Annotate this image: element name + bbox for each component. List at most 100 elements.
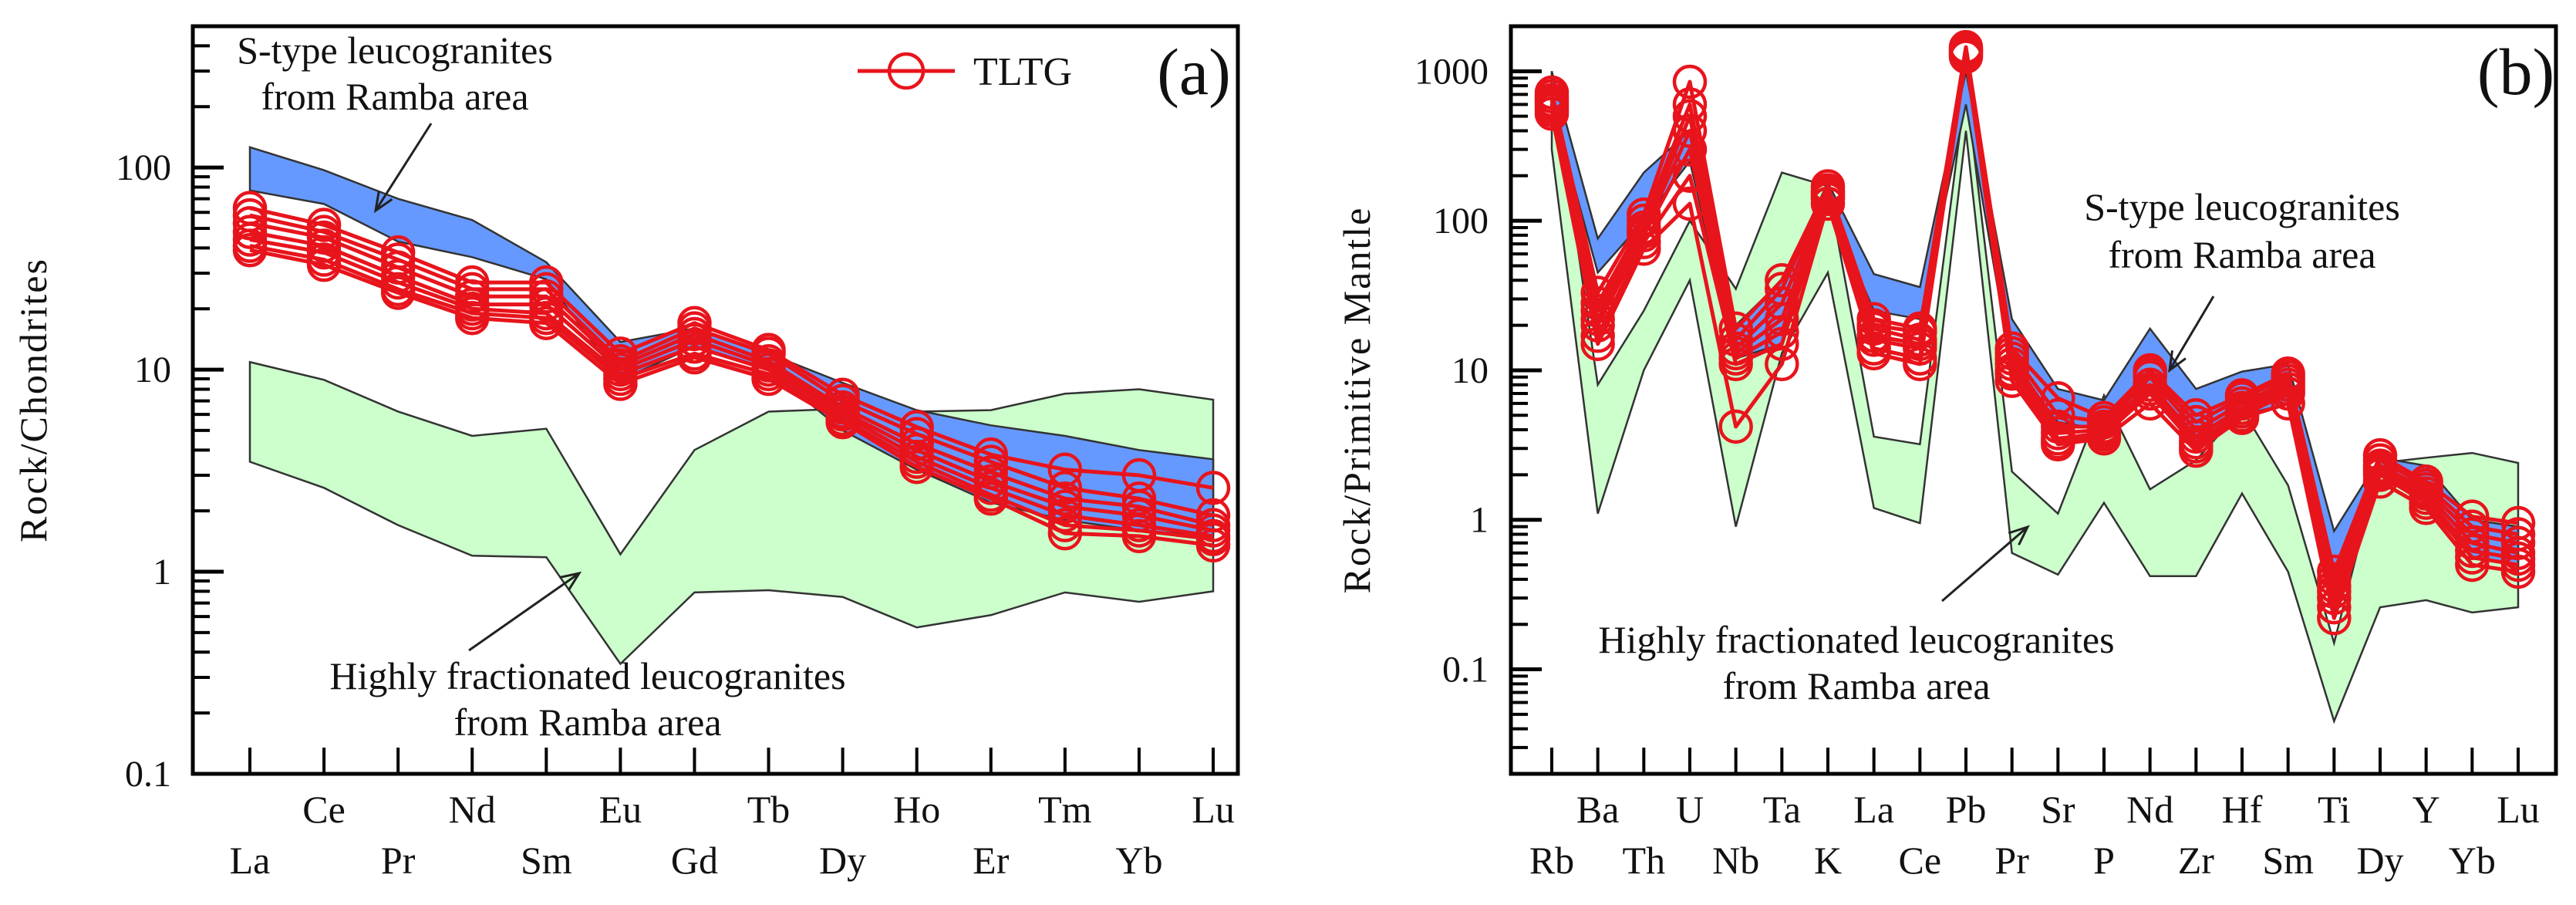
tltg-data-point bbox=[603, 366, 638, 401]
plot-frame bbox=[1509, 24, 2558, 776]
tltg-data-point bbox=[1672, 113, 1708, 148]
legend-marker-icon bbox=[887, 52, 926, 90]
y-tick-label: 1 bbox=[153, 552, 171, 593]
tltg-data-point bbox=[1047, 515, 1083, 551]
x-tick-label: Eu bbox=[599, 788, 642, 831]
x-tick-label: Yb bbox=[1115, 839, 1162, 882]
tltg-data-point bbox=[973, 481, 1009, 516]
tltg-series-group bbox=[232, 191, 1231, 563]
highly-fractionated-band bbox=[1550, 71, 2520, 724]
annotation-text: S-type leucogranites bbox=[237, 29, 553, 72]
x-tick-label: Dy bbox=[819, 839, 866, 882]
tltg-data-point bbox=[1672, 158, 1708, 194]
x-tick-label: Ba bbox=[1576, 788, 1620, 831]
x-tick-label: Y bbox=[2412, 788, 2440, 831]
tltg-data-point bbox=[1856, 336, 1891, 371]
tltg-data-point bbox=[529, 306, 564, 340]
tltg-data-point bbox=[1580, 319, 1615, 353]
arrow-head-icon bbox=[373, 191, 393, 214]
panel-label: (b) bbox=[2477, 35, 2554, 109]
tltg-data-point bbox=[1534, 96, 1570, 131]
tltg-data-point bbox=[2271, 386, 2305, 421]
tltg-data-point bbox=[1765, 302, 1799, 336]
tltg-data-point bbox=[232, 206, 268, 241]
x-tick-label: La bbox=[1853, 788, 1894, 831]
tltg-data-point bbox=[1047, 471, 1083, 505]
x-tick-label: Ti bbox=[2318, 788, 2351, 831]
arrow-head-icon bbox=[559, 571, 582, 591]
tltg-data-point bbox=[2455, 547, 2490, 583]
tltg-series-line bbox=[249, 244, 1214, 542]
tltg-data-point bbox=[1903, 346, 1937, 382]
x-tick-label: Hf bbox=[2222, 788, 2263, 831]
tltg-series-line bbox=[249, 238, 1214, 539]
annotation-arrow bbox=[468, 572, 580, 652]
tltg-data-point bbox=[1948, 39, 1984, 74]
x-tick-label: Sm bbox=[521, 839, 572, 882]
tltg-data-point bbox=[1718, 409, 1753, 444]
tltg-data-point bbox=[1672, 132, 1708, 167]
tltg-data-point bbox=[2317, 589, 2352, 625]
tltg-data-point bbox=[2362, 464, 2398, 499]
x-tick-label: Tm bbox=[1038, 788, 1092, 831]
x-tick-label: U bbox=[1676, 788, 1704, 831]
y-tick-label: 0.1 bbox=[125, 754, 171, 795]
y-tick-label: 1000 bbox=[1414, 51, 1489, 92]
tltg-data-point bbox=[1195, 471, 1231, 505]
x-tick-label: Pb bbox=[1946, 788, 1987, 831]
x-tick-label: Pr bbox=[1994, 839, 2029, 882]
x-tick-label: K bbox=[1814, 839, 1842, 882]
tltg-data-point bbox=[2224, 400, 2260, 435]
arrow-head-icon bbox=[2168, 350, 2187, 373]
tltg-data-point bbox=[2500, 554, 2536, 589]
x-tick-label: Yb bbox=[2449, 839, 2496, 882]
legend: TLTG bbox=[858, 50, 1072, 94]
x-tick-label: Tb bbox=[747, 788, 791, 831]
tltg-series-line bbox=[249, 248, 1214, 548]
tltg-data-point bbox=[1765, 346, 1799, 382]
annotation-text: from Ramba area bbox=[2108, 233, 2375, 276]
x-tick-label: Dy bbox=[2356, 839, 2403, 882]
x-tick-label: Rb bbox=[1529, 839, 1574, 882]
y-tick-label: 1 bbox=[1470, 500, 1489, 541]
panel-label: (a) bbox=[1157, 35, 1230, 109]
x-tick-label: Lu bbox=[1192, 788, 1235, 831]
tltg-series-line bbox=[1549, 53, 2519, 610]
tltg-series-line bbox=[1549, 55, 2519, 620]
annotation-text: Highly fractionated leucogranites bbox=[329, 654, 845, 697]
tltg-series-group bbox=[1534, 29, 2536, 636]
x-tick-label: Lu bbox=[2497, 788, 2540, 831]
x-tick-label: Er bbox=[973, 839, 1010, 882]
tltg-data-point bbox=[1195, 528, 1231, 563]
annotation-arrow bbox=[374, 123, 433, 211]
tltg-data-point bbox=[751, 361, 786, 397]
y-axis-label: Rock/Chondrites bbox=[12, 258, 55, 542]
chart-panel-a: 100 10 1 0.1 Rock/Chondrites La Ce Pr Nd Sm Eu Gd Tb… bbox=[12, 24, 1240, 882]
tltg-data-point bbox=[1810, 186, 1846, 221]
tltg-data-point bbox=[2133, 386, 2167, 421]
tltg-data-point bbox=[306, 247, 342, 282]
tltg-data-point bbox=[2409, 491, 2443, 525]
x-tick-label: Nd bbox=[449, 788, 496, 831]
x-tick-label: Sm bbox=[2262, 839, 2314, 882]
x-tick-label: P bbox=[2093, 839, 2115, 882]
x-tick-label: Zr bbox=[2178, 839, 2215, 882]
tltg-series-line bbox=[1549, 47, 2519, 582]
annotation-text: Highly fractionated leucogranites bbox=[1598, 618, 2114, 661]
annotation-text: from Ramba area bbox=[261, 75, 528, 118]
tltg-data-point bbox=[1672, 64, 1708, 100]
y-tick-label: 0.1 bbox=[1442, 650, 1489, 691]
x-tick-label: Sr bbox=[2041, 788, 2075, 831]
tltg-data-point bbox=[454, 300, 490, 336]
tltg-data-point bbox=[899, 449, 934, 485]
x-tick-label: Th bbox=[1623, 839, 1666, 882]
tltg-data-point bbox=[1672, 186, 1708, 221]
tltg-data-point bbox=[1047, 498, 1083, 533]
y-tick-label: 10 bbox=[1452, 350, 1489, 391]
annotation-text: S-type leucogranites bbox=[2084, 185, 2400, 228]
x-tick-label: Ho bbox=[893, 788, 940, 831]
tltg-data-point bbox=[2041, 427, 2075, 462]
annotation-text: from Ramba area bbox=[1722, 664, 1990, 707]
tltg-data-point bbox=[1047, 489, 1083, 524]
